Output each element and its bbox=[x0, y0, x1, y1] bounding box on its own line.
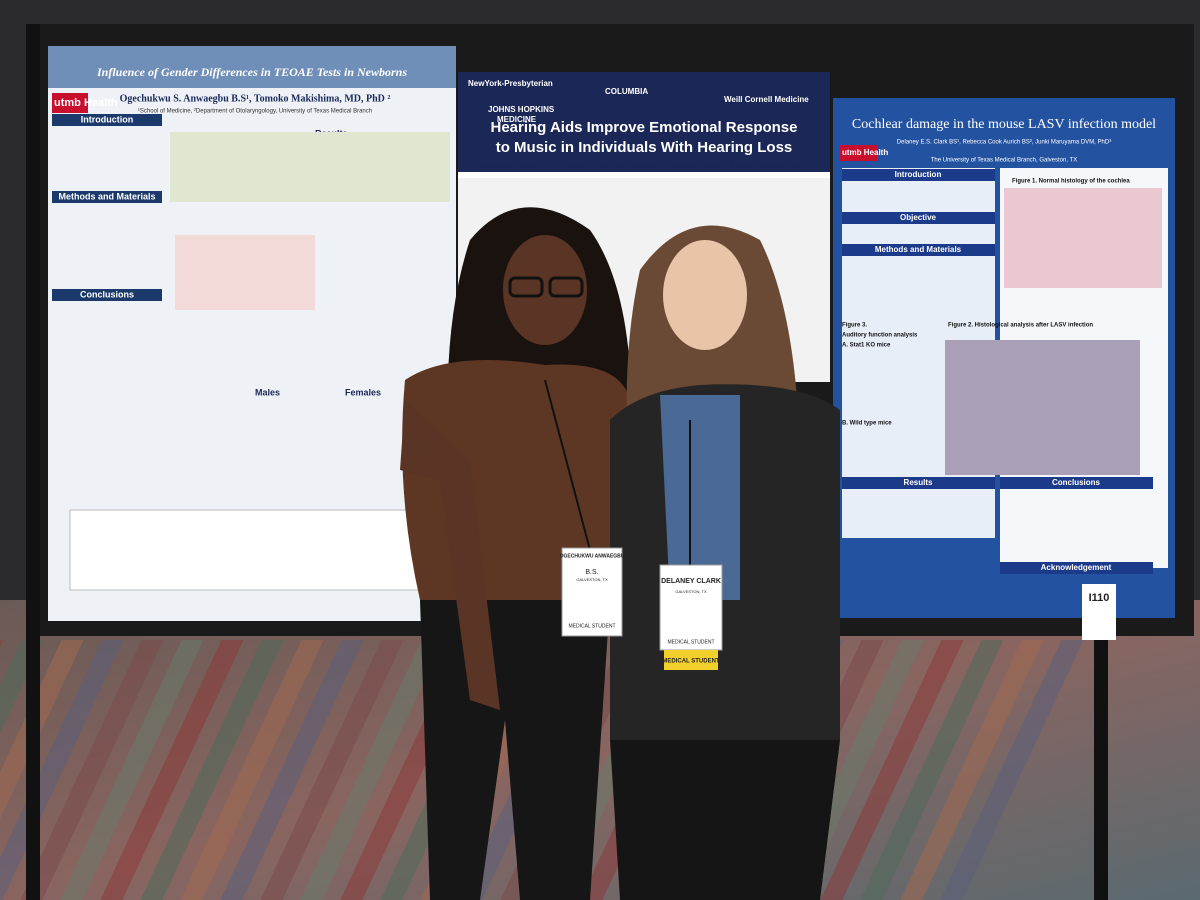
poster-authors: Delaney E.S. Clark BS¹, Rebecca Cook Aur… bbox=[897, 140, 1111, 146]
logo: utmb Health bbox=[842, 148, 888, 157]
figure-caption: B. Wild type mice bbox=[842, 421, 892, 427]
board-leg bbox=[26, 24, 40, 900]
carpet-stripe bbox=[220, 640, 364, 900]
section-list: Introduction Objective Methods and Materia… bbox=[842, 169, 1153, 574]
logo: MEDICINE bbox=[497, 115, 537, 124]
histology-image bbox=[1004, 188, 1162, 288]
badge-role: MEDICAL STUDENT bbox=[568, 623, 615, 629]
poster-affiliation: ¹School of Medicine, ²Department of Otol… bbox=[138, 109, 372, 115]
poster-title: Cochlear damage in the mouse LASV infect… bbox=[852, 117, 1156, 132]
logo-box bbox=[52, 93, 88, 113]
section-header bbox=[842, 169, 995, 181]
author-strip bbox=[458, 172, 830, 178]
histology-grid bbox=[945, 340, 1140, 475]
carpet-stripe bbox=[260, 640, 404, 900]
carpet-stripe bbox=[20, 640, 164, 900]
section-header bbox=[1000, 477, 1153, 489]
logo-row: NewYork-Presbyterian COLUMBIA JOHNS HOPKIN… bbox=[468, 79, 809, 124]
carpet-stripe bbox=[900, 640, 1044, 900]
lanyard bbox=[544, 379, 591, 551]
carpet-stripe bbox=[300, 640, 444, 900]
section-list: Introduction Methods and Materials Conclus… bbox=[52, 114, 381, 397]
poster-title: Influence of Gender Differences in TEOAE… bbox=[96, 65, 407, 79]
board-leg bbox=[1094, 600, 1108, 900]
section-header bbox=[1000, 562, 1153, 574]
section-title: Introduction bbox=[895, 170, 942, 179]
section-title: Females bbox=[345, 387, 381, 397]
section-title: Acknowledgement bbox=[1041, 563, 1112, 572]
person-left bbox=[400, 207, 632, 900]
section-header bbox=[52, 191, 162, 203]
results-table bbox=[175, 235, 315, 310]
results-table bbox=[170, 132, 450, 202]
logo: utmb Health bbox=[54, 97, 118, 109]
section-title: Introduction bbox=[81, 114, 134, 124]
section-title: Males bbox=[255, 387, 280, 397]
section-title: Objective bbox=[900, 213, 937, 222]
board-tag bbox=[1082, 584, 1116, 640]
section-header bbox=[842, 244, 995, 256]
figure-caption: Figure 1. Normal histology of the cochle… bbox=[1012, 179, 1130, 185]
carpet-stripe bbox=[140, 640, 284, 900]
section-title: Methods and Materials bbox=[58, 191, 155, 201]
badge-name: OGECHUKWU ANWAEGBU bbox=[560, 553, 625, 559]
logo: COLUMBIA bbox=[605, 87, 648, 96]
badge-role: MEDICAL STUDENT bbox=[667, 639, 714, 645]
poster-authors: Ogechukwu S. Anwaegbu B.S¹, Tomoko Makis… bbox=[120, 93, 391, 104]
board-number: I110 bbox=[1089, 592, 1110, 604]
logo: JOHNS HOPKINS bbox=[488, 105, 555, 114]
logo: NewYork-Presbyterian bbox=[468, 79, 553, 88]
logo-box bbox=[840, 145, 878, 161]
logo: Weill Cornell Medicine bbox=[724, 95, 809, 104]
badge-location: GALVESTON, TX bbox=[576, 577, 608, 582]
poster-title-line: to Music in Individuals With Hearing Los… bbox=[496, 139, 793, 156]
section-header bbox=[842, 477, 995, 489]
poster-affiliation: The University of Texas Medical Branch, … bbox=[931, 158, 1078, 164]
badge bbox=[561, 547, 623, 637]
figure-caption: Figure 3. bbox=[842, 323, 867, 329]
section-header bbox=[52, 114, 162, 126]
section-header bbox=[842, 212, 995, 224]
poster-authors: Alexander Chern, MD1,2,3; Isaac L. Alter… bbox=[478, 163, 811, 170]
carpet-stripe bbox=[180, 640, 324, 900]
carpet-stripe bbox=[820, 640, 964, 900]
badge-name: DELANEY CLARK bbox=[661, 578, 721, 585]
badge-ribbon-text: MEDICAL STUDENT bbox=[662, 659, 720, 665]
carpet-stripe bbox=[0, 640, 44, 900]
figure-caption: Figure 2. Histological analysis after LA… bbox=[948, 323, 1093, 329]
carpet-stripe bbox=[0, 640, 84, 900]
badge-degree: B.S. bbox=[585, 569, 598, 576]
figure-caption: A. Stat1 KO mice bbox=[842, 343, 891, 349]
section-title: Methods and Materials bbox=[875, 245, 962, 254]
section-title: Conclusions bbox=[80, 289, 134, 299]
badge-location: GALVESTON, TX bbox=[675, 589, 707, 594]
carpet-stripe bbox=[0, 640, 124, 900]
carpet-stripe bbox=[860, 640, 1004, 900]
poster-title-line: Hearing Aids Improve Emotional Response bbox=[490, 119, 797, 136]
badge-ribbon bbox=[664, 650, 718, 670]
results-graphs bbox=[69, 509, 441, 591]
poster-header bbox=[48, 46, 456, 88]
carpet-stripe bbox=[940, 640, 1084, 900]
figure-captions: Figure 1. Normal histology of the cochle… bbox=[842, 179, 1130, 427]
figure-caption: Auditory function analysis bbox=[842, 333, 918, 339]
carpet-stripe bbox=[100, 640, 244, 900]
section-title: Results bbox=[904, 478, 933, 487]
badge bbox=[659, 564, 723, 651]
section-title: Conclusions bbox=[1052, 478, 1101, 487]
section-header bbox=[52, 289, 162, 301]
carpet-stripe bbox=[60, 640, 204, 900]
poster-header bbox=[458, 72, 830, 172]
